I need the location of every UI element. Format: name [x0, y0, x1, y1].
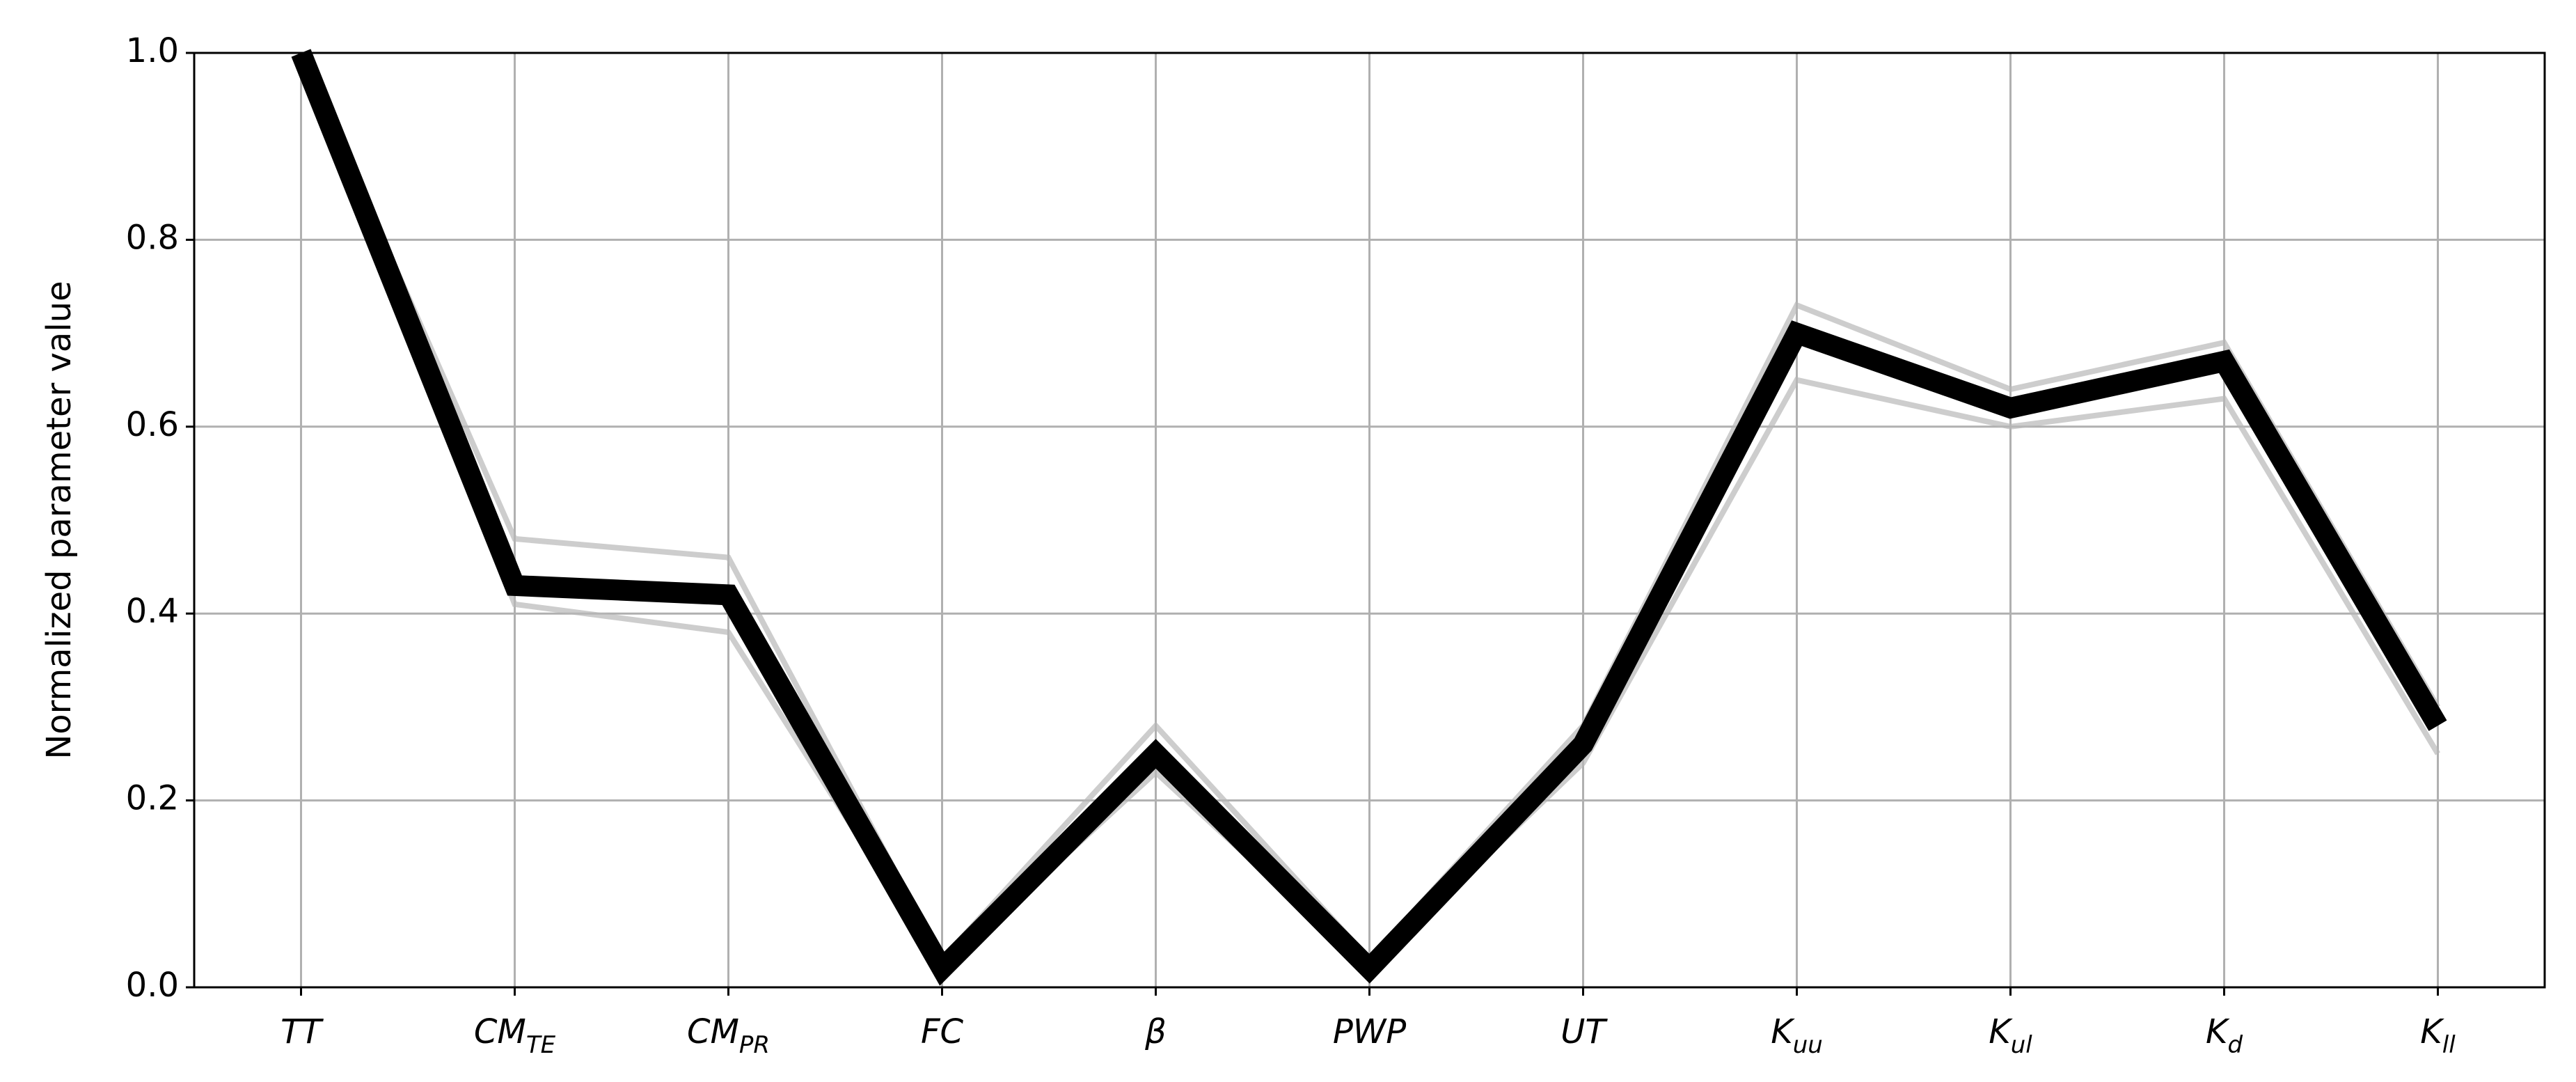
- plot-frame: [193, 52, 2546, 989]
- x-tick-label: FC: [921, 1012, 964, 1051]
- x-tick-label: Kd: [2206, 1012, 2243, 1059]
- y-tick-label: 0.0: [126, 966, 179, 1005]
- x-tick-label: Kul: [1989, 1012, 2032, 1059]
- x-tick-label-sub: ll: [2442, 1031, 2456, 1059]
- x-tick-label-base: CM: [474, 1012, 526, 1051]
- x-tick-label-base: β: [1144, 1012, 1167, 1051]
- x-tick-label: Kll: [2420, 1012, 2456, 1059]
- x-tick-label-sub: ul: [2011, 1031, 2033, 1059]
- x-tick-label-base: CM: [687, 1012, 739, 1051]
- x-tick-label-sub: d: [2227, 1031, 2243, 1059]
- x-tick-label-base: K: [2420, 1012, 2444, 1051]
- y-tick-label: 0.2: [126, 779, 179, 818]
- x-tick-label: Kuu: [1771, 1012, 1823, 1059]
- x-tick-label-base: TT: [280, 1012, 324, 1051]
- x-tick-label: CMTE: [474, 1012, 556, 1059]
- x-tick-label-base: K: [2206, 1012, 2230, 1051]
- x-tick-label: β: [1144, 1012, 1167, 1051]
- y-axis-label: Normalized parameter value: [40, 281, 79, 759]
- y-tick-label: 0.6: [126, 405, 179, 444]
- parameter-line: [291, 49, 2447, 986]
- x-tick-label-base: PWP: [1333, 1012, 1406, 1051]
- x-tick-label-base: K: [1989, 1012, 2013, 1051]
- y-tick-label: 0.4: [126, 592, 179, 631]
- x-tick-label: CMPR: [687, 1012, 770, 1059]
- x-tick-label-sub: PR: [739, 1031, 770, 1059]
- x-tick-label-base: FC: [921, 1012, 964, 1051]
- x-tick-label: PWP: [1333, 1012, 1406, 1051]
- x-tick-label: UT: [1560, 1012, 1608, 1051]
- x-tick-label-sub: TE: [526, 1031, 556, 1059]
- y-tick-label: 1.0: [126, 31, 179, 70]
- x-tick-label: TT: [280, 1012, 324, 1051]
- y-tick-label: 0.8: [126, 218, 179, 257]
- x-tick-label-base: K: [1771, 1012, 1795, 1051]
- x-tick-label-sub: uu: [1793, 1031, 1823, 1059]
- x-tick-label-base: UT: [1560, 1012, 1608, 1051]
